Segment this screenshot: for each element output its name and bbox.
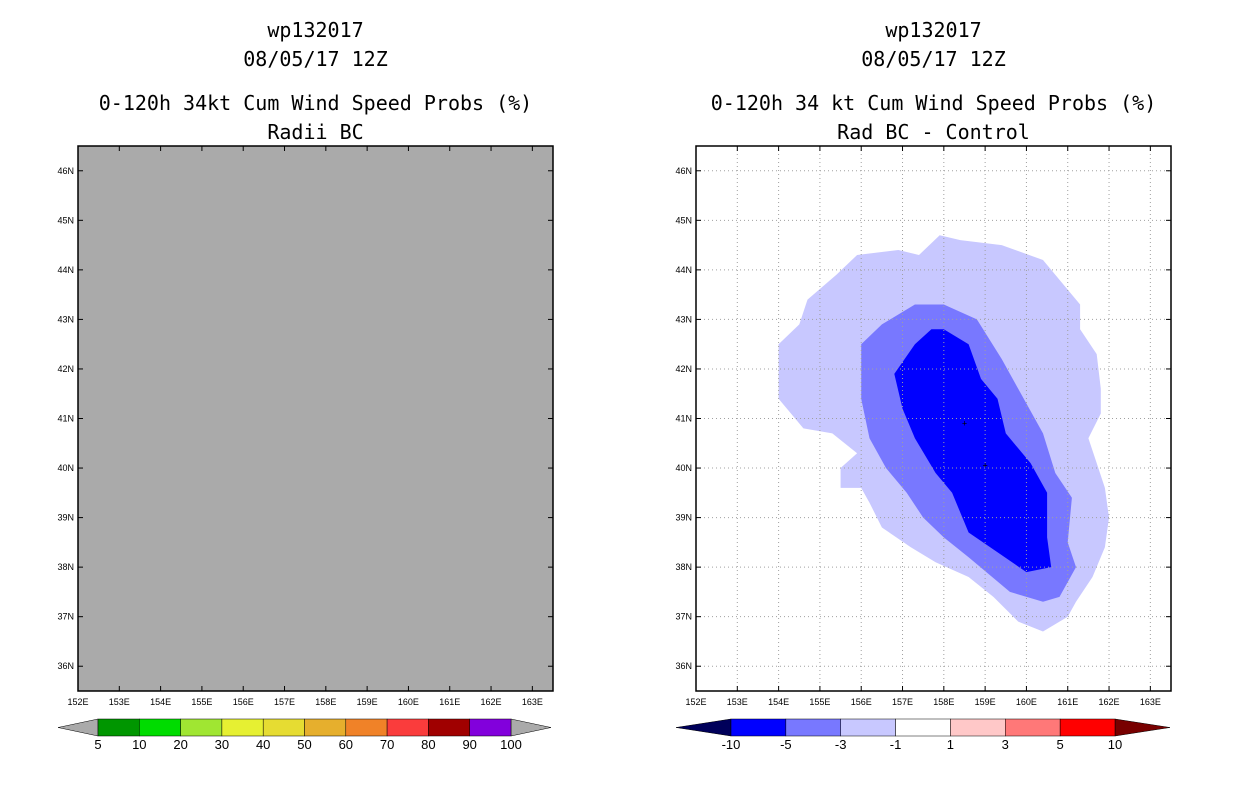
right-colorbar-label-5: 3	[1002, 737, 1009, 752]
right-x-tick-label-4: 156E	[851, 697, 872, 707]
left-colorbar-swatch-8	[428, 718, 470, 737]
left-colorbar-right-arrow	[510, 718, 552, 737]
left-colorbar-label-0: 5	[94, 737, 101, 752]
right-track-marker-0: +	[962, 418, 967, 428]
left-colorbar-label-3: 30	[215, 737, 229, 752]
right-x-tick-label-2: 154E	[768, 697, 789, 707]
left-colorbar-swatch-2	[180, 718, 223, 737]
right-y-tick-label-5: 41N	[675, 414, 692, 424]
right-y-tick-label-0: 36N	[675, 661, 692, 671]
right-y-tick-label-3: 39N	[675, 513, 692, 523]
left-y-tick-label-1: 37N	[57, 612, 74, 622]
right-colorbar-swatch-1	[785, 718, 841, 737]
right-chart-title: 0-120h 34 kt Cum Wind Speed Probs (%)	[710, 91, 1157, 115]
left-colorbar-swatch-3	[221, 718, 264, 737]
left-y-tick-label-8: 44N	[57, 265, 74, 275]
left-plot-area	[78, 146, 553, 691]
left-x-tick-label-4: 156E	[233, 697, 254, 707]
right-storm-id: wp132017	[885, 18, 982, 42]
left-y-tick-label-4: 40N	[57, 463, 74, 473]
right-y-tick-label-7: 43N	[675, 314, 692, 324]
left-y-tick-label-5: 41N	[57, 414, 74, 424]
right-y-tick-label-10: 46N	[675, 166, 692, 176]
left-colorbar-label-7: 70	[380, 737, 394, 752]
right-colorbar-label-1: -5	[780, 737, 792, 752]
left-x-tick-label-2: 154E	[150, 697, 171, 707]
left-x-tick-label-1: 153E	[109, 697, 130, 707]
left-y-tick-label-2: 38N	[57, 562, 74, 572]
left-colorbar-swatch-0	[97, 718, 140, 737]
right-x-tick-label-9: 161E	[1057, 697, 1078, 707]
right-colorbar-label-0: -10	[722, 737, 741, 752]
right-y-tick-label-9: 45N	[675, 215, 692, 225]
left-x-tick-label-11: 163E	[522, 697, 543, 707]
left-datetime: 08/05/17 12Z	[243, 47, 388, 71]
left-x-tick-label-9: 161E	[439, 697, 460, 707]
left-colorbar-label-6: 60	[339, 737, 353, 752]
right-colorbar-swatch-3	[895, 718, 951, 737]
right-colorbar-swatch-6	[1059, 718, 1116, 737]
left-y-tick-label-0: 36N	[57, 661, 74, 671]
left-storm-id: wp132017	[267, 18, 364, 42]
left-y-tick-label-7: 43N	[57, 314, 74, 324]
right-y-tick-label-1: 37N	[675, 612, 692, 622]
left-y-tick-label-3: 39N	[57, 513, 74, 523]
left-colorbar-label-10: 100	[500, 737, 522, 752]
right-x-tick-label-7: 159E	[975, 697, 996, 707]
right-datetime: 08/05/17 12Z	[861, 47, 1006, 71]
left-colorbar-swatch-9	[469, 718, 512, 737]
right-colorbar-label-2: -3	[835, 737, 847, 752]
right-colorbar-label-4: 1	[947, 737, 954, 752]
left-colorbar-swatch-4	[262, 718, 305, 737]
left-colorbar-swatch-7	[386, 718, 429, 737]
right-x-tick-label-3: 155E	[809, 697, 830, 707]
left-colorbar-label-9: 90	[462, 737, 476, 752]
left-x-tick-label-3: 155E	[191, 697, 212, 707]
right-x-tick-label-0: 152E	[685, 697, 706, 707]
right-colorbar-label-6: 5	[1057, 737, 1064, 752]
right-chart-subtitle: Rad BC - Control	[837, 120, 1030, 144]
right-x-tick-label-6: 158E	[933, 697, 954, 707]
left-colorbar-label-2: 20	[173, 737, 187, 752]
right-y-tick-label-4: 40N	[675, 463, 692, 473]
left-colorbar-label-8: 80	[421, 737, 435, 752]
left-chart-title: 0-120h 34kt Cum Wind Speed Probs (%)	[98, 91, 533, 115]
left-x-tick-label-0: 152E	[67, 697, 88, 707]
left-y-tick-label-10: 46N	[57, 166, 74, 176]
right-colorbar-label-3: -1	[890, 737, 902, 752]
right-colorbar-swatch-0	[730, 718, 787, 737]
left-colorbar-label-5: 50	[297, 737, 311, 752]
right-x-tick-label-8: 160E	[1016, 697, 1037, 707]
left-x-tick-label-8: 160E	[398, 697, 419, 707]
right-colorbar-label-7: 10	[1108, 737, 1122, 752]
left-y-tick-label-6: 42N	[57, 364, 74, 374]
left-colorbar-swatch-6	[345, 718, 388, 737]
left-x-tick-label-6: 158E	[315, 697, 336, 707]
left-x-tick-label-5: 157E	[274, 697, 295, 707]
right-x-tick-label-5: 157E	[892, 697, 913, 707]
right-colorbar-swatch-4	[950, 718, 1006, 737]
right-x-tick-label-10: 162E	[1099, 697, 1120, 707]
right-track-marker-1: +	[982, 461, 987, 471]
left-x-tick-label-7: 159E	[357, 697, 378, 707]
left-colorbar-label-4: 40	[256, 737, 270, 752]
left-colorbar-label-1: 10	[132, 737, 146, 752]
left-chart-subtitle: Radii BC	[267, 120, 364, 144]
left-x-tick-label-10: 162E	[481, 697, 502, 707]
right-x-tick-label-11: 163E	[1140, 697, 1161, 707]
right-contour-2	[894, 329, 1052, 573]
right-y-tick-label-8: 44N	[675, 265, 692, 275]
right-colorbar-left-arrow	[675, 718, 732, 737]
right-colorbar-swatch-5	[1005, 718, 1061, 737]
left-colorbar-left-arrow	[57, 718, 99, 737]
left-colorbar-swatch-5	[304, 718, 347, 737]
right-y-tick-label-6: 42N	[675, 364, 692, 374]
right-colorbar-right-arrow	[1114, 718, 1171, 737]
right-colorbar-swatch-2	[840, 718, 896, 737]
right-x-tick-label-1: 153E	[727, 697, 748, 707]
left-y-tick-label-9: 45N	[57, 215, 74, 225]
right-y-tick-label-2: 38N	[675, 562, 692, 572]
left-colorbar-swatch-1	[139, 718, 181, 737]
